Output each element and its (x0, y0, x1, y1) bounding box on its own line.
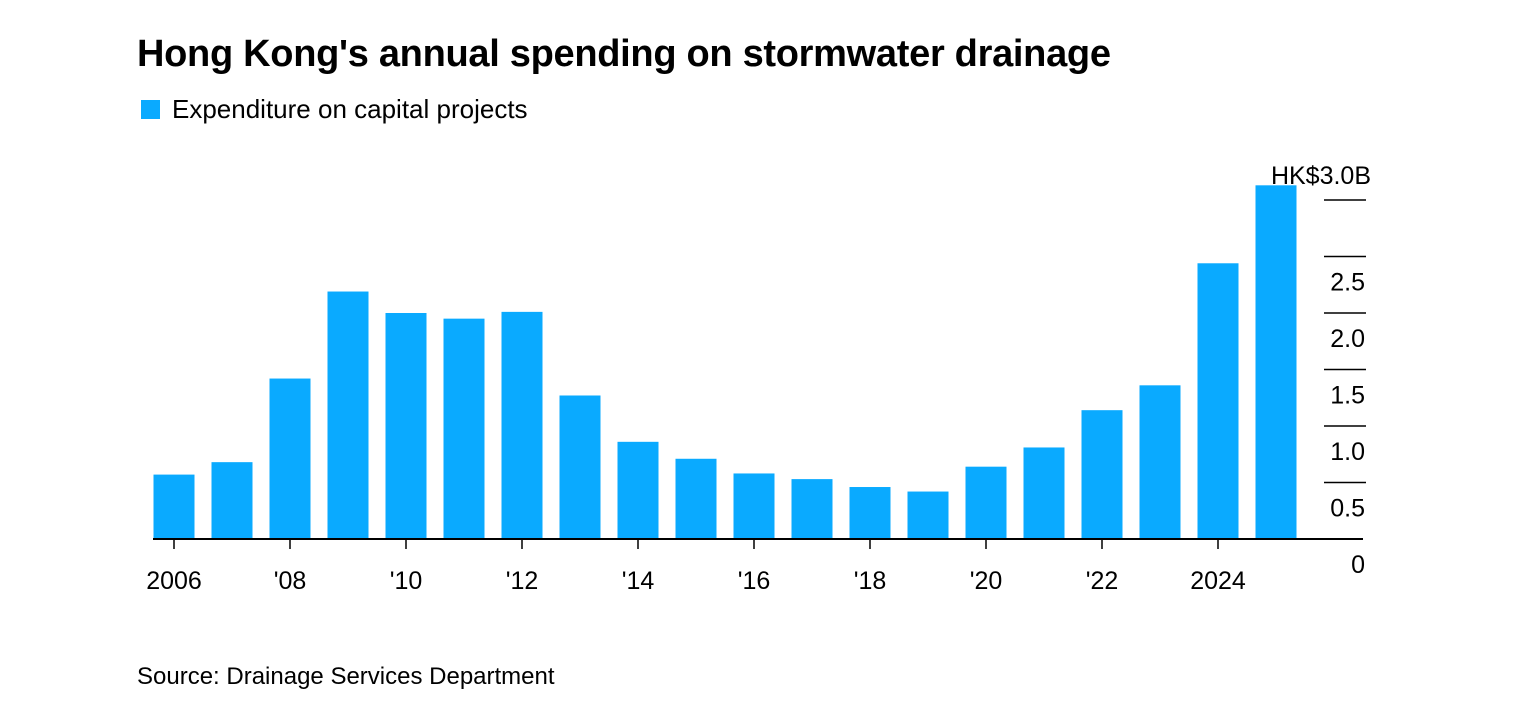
x-tick-labels: 2006 '08 '10 '12 '14 '16 '18 '20 '22 2024 (146, 567, 1246, 595)
y-tick-label: 0.5 (1330, 495, 1365, 523)
bar-2019 (907, 491, 949, 539)
x-tick-label: '22 (1086, 567, 1119, 595)
x-ticks (173, 539, 1219, 549)
x-tick-label: '08 (274, 567, 307, 595)
bar-2020 (965, 466, 1007, 539)
bar-2018 (849, 487, 891, 539)
x-tick-label: '20 (970, 567, 1003, 595)
y-gridlines (1324, 199, 1366, 484)
bar-2006 (153, 474, 195, 539)
bar-2011 (443, 318, 485, 539)
x-tick-label: '18 (854, 567, 887, 595)
legend: Expenditure on capital projects (141, 94, 528, 125)
y-tick-label: 1.0 (1330, 438, 1365, 466)
bar-2007 (211, 462, 253, 539)
bar-2016 (733, 473, 775, 539)
bar-2023 (1139, 385, 1181, 539)
bar-2017 (791, 479, 833, 539)
bar-2025 (1255, 185, 1297, 539)
bar-2013 (559, 395, 601, 539)
legend-swatch (141, 100, 160, 119)
y-tick-label: 2.5 (1330, 269, 1365, 297)
chart-title: Hong Kong's annual spending on stormwate… (137, 33, 1111, 75)
bar-2014 (617, 441, 659, 539)
bar-2024 (1197, 263, 1239, 539)
y-tick-label: 1.5 (1330, 382, 1365, 410)
x-tick-label: 2024 (1190, 567, 1246, 595)
y-tick-label: 0 (1351, 551, 1365, 579)
bars-group (153, 185, 1297, 539)
bar-2012 (501, 311, 543, 539)
y-tick-label: HK$3.0B (1271, 162, 1371, 190)
bar-2021 (1023, 447, 1065, 539)
bar-2022 (1081, 410, 1123, 539)
bar-2009 (327, 291, 369, 539)
x-tick-label: '12 (506, 567, 539, 595)
bar-2015 (675, 458, 717, 539)
legend-label: Expenditure on capital projects (172, 94, 528, 124)
x-tick-label: '14 (622, 567, 655, 595)
y-tick-label: 2.0 (1330, 325, 1365, 353)
y-tick-labels: 0 0.5 1.0 1.5 2.0 2.5 HK$3.0B (1271, 162, 1371, 579)
bar-2008 (269, 378, 311, 539)
source-note: Source: Drainage Services Department (137, 663, 555, 690)
bar-2010 (385, 313, 427, 539)
x-tick-label: '10 (390, 567, 423, 595)
x-tick-label: '16 (738, 567, 771, 595)
x-tick-label: 2006 (146, 567, 202, 595)
